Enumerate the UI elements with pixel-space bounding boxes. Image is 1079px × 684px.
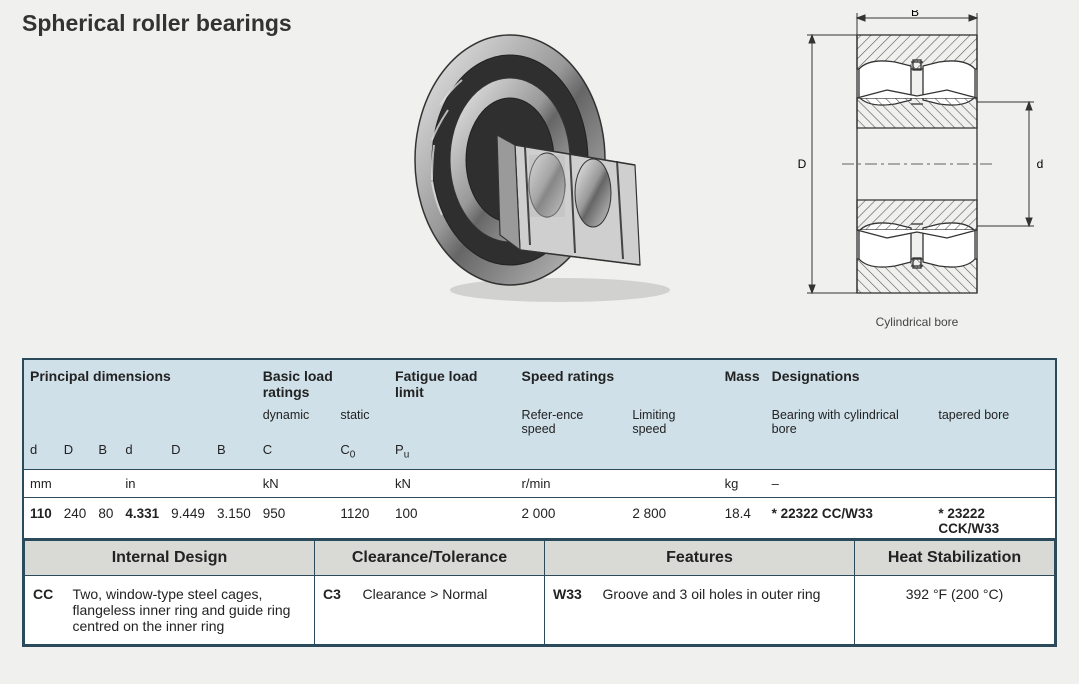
tech-drawing-caption: Cylindrical bore — [777, 315, 1057, 329]
clearance-text: Clearance > Normal — [355, 576, 545, 645]
sym-d: d — [24, 438, 58, 469]
detail-row: CC Two, window-type steel cages, flangel… — [25, 576, 1055, 645]
sym-D: D — [58, 438, 93, 469]
dh-clearance: Clearance/Tolerance — [315, 541, 545, 576]
clearance-code: C3 — [315, 576, 355, 645]
units-row: mm in kN kN r/min kg – — [24, 469, 1055, 497]
heat-text: 392 °F (200 °C) — [855, 576, 1055, 645]
sym-d2: d — [119, 438, 165, 469]
dh-internal: Internal Design — [25, 541, 315, 576]
hdr-designations: Designations — [766, 360, 1055, 404]
sub-limiting: Limiting speed — [626, 404, 718, 438]
sym-B: B — [92, 438, 119, 469]
technical-drawing: B D d — [777, 10, 1057, 330]
dh-heat: Heat Stabilization — [855, 541, 1055, 576]
hdr-speed: Speed ratings — [516, 360, 719, 404]
bearing-illustration — [400, 20, 690, 310]
dh-features: Features — [545, 541, 855, 576]
dim-label-d: d — [1037, 157, 1044, 171]
internal-code: CC — [25, 576, 65, 645]
sym-B2: B — [211, 438, 257, 469]
hdr-basicload: Basic load ratings — [257, 360, 389, 404]
hdr-fatigue: Fatigue load limit — [389, 360, 516, 404]
dim-label-D: D — [798, 157, 807, 171]
dim-label-B: B — [911, 10, 919, 19]
sym-D2: D — [165, 438, 211, 469]
hdr-mass: Mass — [719, 360, 766, 404]
sub-cylbore: Bearing with cylindrical bore — [766, 404, 933, 438]
features-code: W33 — [545, 576, 595, 645]
page-title: Spherical roller bearings — [22, 10, 292, 37]
main-dimension-table: Principal dimensions Basic load ratings … — [22, 358, 1057, 548]
features-text: Groove and 3 oil holes in outer ring — [595, 576, 855, 645]
internal-text: Two, window-type steel cages, flangeless… — [65, 576, 315, 645]
sym-C0: C0 — [334, 438, 389, 469]
hdr-principal: Principal dimensions — [24, 360, 257, 404]
sub-dynamic: dynamic — [257, 404, 335, 438]
sub-reference: Refer-ence speed — [516, 404, 627, 438]
detail-table: Internal Design Clearance/Tolerance Feat… — [22, 538, 1057, 647]
sub-tapbore: tapered bore — [932, 404, 1055, 438]
sub-static: static — [334, 404, 389, 438]
sym-C: C — [257, 438, 335, 469]
sym-Pu: Pu — [389, 438, 516, 469]
